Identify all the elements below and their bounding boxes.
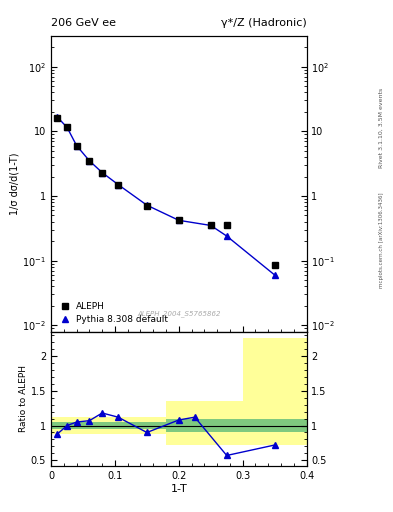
Pythia 8.308 default [224, 233, 229, 239]
ALEPH [65, 124, 70, 131]
Pythia 8.308 default [208, 222, 213, 228]
ALEPH [208, 222, 213, 228]
ALEPH [272, 262, 277, 268]
Text: ALEPH_2004_S5765862: ALEPH_2004_S5765862 [137, 310, 220, 317]
X-axis label: 1-T: 1-T [171, 483, 187, 494]
Line: ALEPH: ALEPH [54, 115, 278, 269]
Pythia 8.308 default [176, 217, 181, 223]
Text: Rivet 3.1.10, 3.5M events: Rivet 3.1.10, 3.5M events [379, 88, 384, 168]
Pythia 8.308 default [87, 158, 92, 164]
Pythia 8.308 default [100, 169, 105, 176]
Text: mcplots.cern.ch [arXiv:1306.3436]: mcplots.cern.ch [arXiv:1306.3436] [379, 193, 384, 288]
Line: Pythia 8.308 default: Pythia 8.308 default [55, 115, 277, 278]
ALEPH [74, 143, 79, 149]
ALEPH [224, 222, 229, 228]
Pythia 8.308 default [55, 114, 60, 120]
Pythia 8.308 default [74, 143, 79, 149]
ALEPH [145, 203, 149, 209]
Y-axis label: Ratio to ALEPH: Ratio to ALEPH [19, 365, 28, 432]
Pythia 8.308 default [65, 124, 70, 131]
Text: γ*/Z (Hadronic): γ*/Z (Hadronic) [221, 18, 307, 28]
ALEPH [176, 217, 181, 223]
Pythia 8.308 default [272, 272, 277, 278]
ALEPH [100, 169, 105, 176]
ALEPH [87, 158, 92, 164]
Legend: ALEPH, Pythia 8.308 default: ALEPH, Pythia 8.308 default [55, 299, 171, 327]
Pythia 8.308 default [116, 182, 121, 188]
Y-axis label: 1/σ dσ/d(1-T): 1/σ dσ/d(1-T) [9, 153, 20, 215]
ALEPH [116, 182, 121, 188]
Text: 206 GeV ee: 206 GeV ee [51, 18, 116, 28]
ALEPH [55, 115, 60, 121]
Pythia 8.308 default [145, 202, 149, 208]
